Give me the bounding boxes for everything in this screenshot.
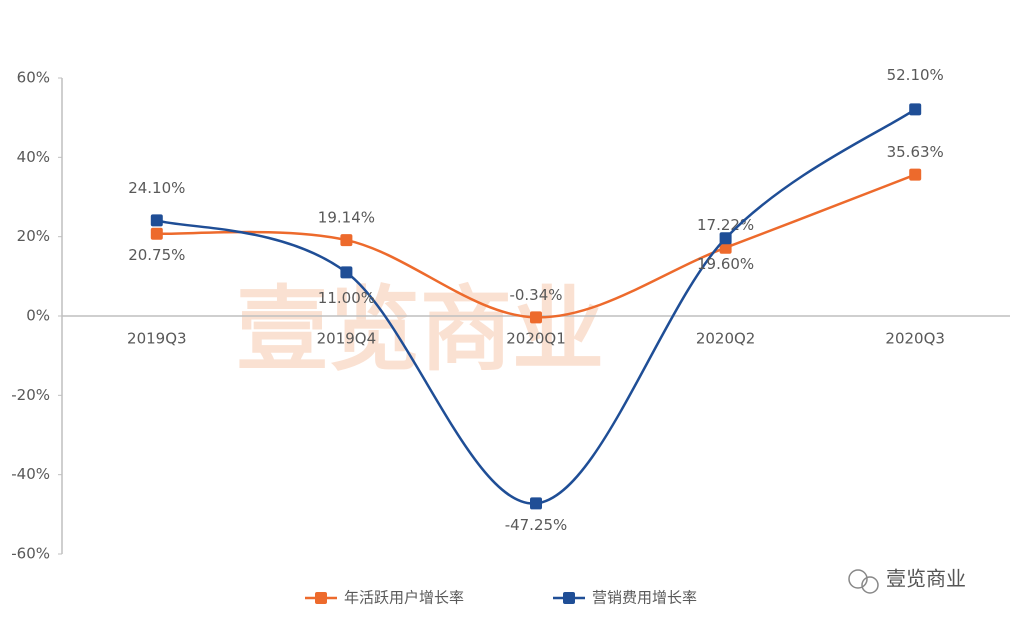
x-tick-label: 2019Q3 xyxy=(127,330,187,348)
y-tick-label: 0% xyxy=(26,307,50,325)
legend-marker xyxy=(315,592,327,604)
data-label: 19.14% xyxy=(318,209,375,227)
watermark: 壹览商业 xyxy=(236,276,604,383)
marker xyxy=(909,103,922,116)
x-tick-label: 2020Q1 xyxy=(506,330,566,348)
x-tick-label: 2020Q2 xyxy=(696,330,756,348)
brand-icon xyxy=(848,569,868,589)
data-label: 19.60% xyxy=(697,255,754,273)
y-tick-label: 20% xyxy=(17,227,50,245)
x-tick-label: 2020Q3 xyxy=(885,330,945,348)
marker xyxy=(530,497,542,510)
data-label: -0.34% xyxy=(509,286,562,304)
data-label: 24.10% xyxy=(128,179,185,197)
marker xyxy=(719,241,732,254)
y-tick-label: -40% xyxy=(11,465,50,483)
brand: 壹览商业 xyxy=(886,567,966,591)
data-label: -47.25% xyxy=(505,516,568,534)
marker xyxy=(340,266,353,279)
marker xyxy=(150,214,163,227)
brand-icon xyxy=(861,576,879,594)
legend-label: 营销费用增长率 xyxy=(592,589,697,607)
y-tick-label: -60% xyxy=(11,545,50,563)
marker xyxy=(340,234,353,247)
y-tick-label: -20% xyxy=(11,386,50,404)
y-tick-label: 40% xyxy=(17,148,50,166)
legend-label: 年活跃用户增长率 xyxy=(344,589,464,607)
legend-marker xyxy=(563,592,575,604)
data-label: 20.75% xyxy=(128,246,185,264)
marker xyxy=(909,168,922,181)
data-label: 11.00% xyxy=(318,289,375,307)
data-label: 35.63% xyxy=(887,143,944,161)
x-tick-label: 2019Q4 xyxy=(317,330,377,348)
marker xyxy=(530,311,542,324)
marker xyxy=(150,227,163,240)
y-tick-label: 60% xyxy=(17,69,50,87)
data-label: 17.22% xyxy=(697,216,754,234)
marker xyxy=(719,232,732,245)
data-label: 52.10% xyxy=(887,66,944,84)
